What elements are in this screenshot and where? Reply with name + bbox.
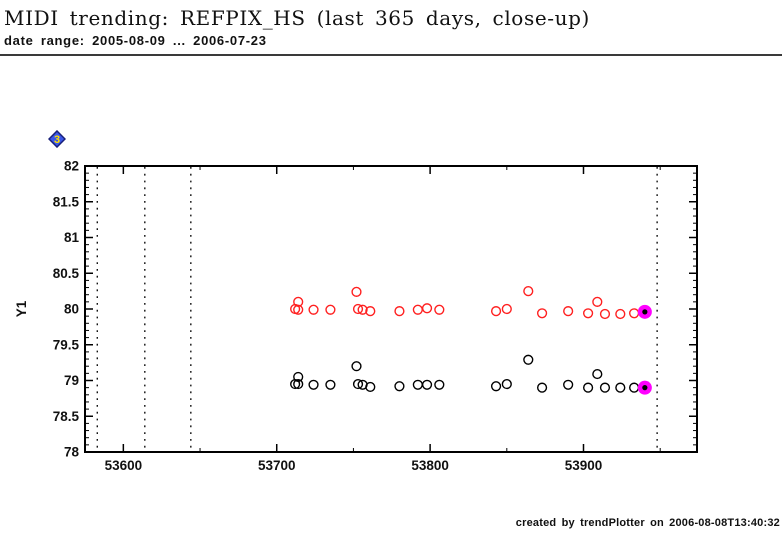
x-tick-label: 53600 [105, 458, 143, 473]
dotted-vlines [96, 167, 658, 451]
y-tick-label: 81 [64, 230, 80, 245]
y-tick-label: 82 [64, 159, 79, 174]
y-tick-label: 80 [64, 302, 79, 317]
data-point [365, 306, 376, 317]
lower-series-black [290, 354, 650, 393]
data-point [615, 308, 626, 320]
header-divider [0, 54, 782, 56]
x-tick-label: 53700 [258, 458, 296, 473]
y-tick-label: 81.5 [53, 194, 80, 209]
data-point [592, 368, 603, 380]
data-point [351, 361, 362, 372]
data-point [293, 378, 304, 390]
data-point [582, 308, 594, 319]
data-point [394, 381, 405, 392]
data-point [592, 296, 603, 307]
data-point [563, 306, 574, 317]
nav-diamond-label: 3 [54, 134, 60, 146]
data-point [629, 382, 640, 393]
data-point [412, 379, 423, 390]
data-point [490, 306, 502, 317]
data-point [421, 303, 433, 314]
data-point [599, 382, 611, 393]
created-by-footer: created by trendPlotter on 2006-08-08T13… [515, 517, 780, 529]
data-point [293, 296, 304, 307]
data-point [293, 304, 304, 315]
data-point [523, 286, 534, 297]
data-point [351, 286, 362, 297]
data-point [394, 306, 405, 317]
data-point [352, 303, 364, 315]
x-tick-label: 53900 [565, 458, 603, 473]
data-point [599, 308, 611, 320]
diamond-border [48, 130, 66, 148]
data-point [352, 378, 364, 390]
y-tick-label: 79.5 [53, 337, 80, 352]
latest-point-dot [642, 385, 648, 391]
data-point [412, 304, 423, 315]
date-range-subtitle: date range: 2005-08-09 ... 2006-07-23 [4, 33, 267, 48]
nav-diamond-icon[interactable]: 3 [48, 130, 66, 148]
data-point [325, 304, 336, 315]
data-point [563, 379, 574, 390]
upper-series-red [290, 286, 650, 320]
data-point [536, 308, 548, 319]
data-point [501, 378, 512, 390]
data-point [615, 382, 626, 393]
data-point [629, 308, 640, 319]
y-tick-label: 78.5 [53, 409, 80, 424]
data-point [357, 304, 368, 315]
data-point [501, 303, 512, 315]
data-point [490, 381, 502, 392]
data-point [293, 371, 304, 383]
data-point [365, 381, 376, 393]
x-tick-label: 53800 [411, 458, 449, 473]
data-point [434, 304, 445, 315]
data-point [308, 304, 319, 315]
data-point [325, 379, 336, 390]
axis-ticks: 53600 53700 53800 53900 78 78.5 79 79.5 80 80.5 81… [53, 159, 697, 473]
data-point [434, 379, 445, 390]
data-point [582, 382, 594, 393]
data-point [523, 354, 534, 365]
page-title: MIDI trending: REFPIX_HS (last 365 days,… [4, 6, 590, 30]
y-tick-label: 79 [64, 373, 79, 388]
latest-point-dot [642, 309, 648, 315]
y-tick-label: 78 [64, 445, 80, 460]
data-point [536, 382, 548, 393]
data-point [308, 379, 319, 390]
latest-point-markers [637, 304, 652, 395]
data-point [421, 379, 433, 390]
y-tick-label: 80.5 [53, 266, 80, 281]
